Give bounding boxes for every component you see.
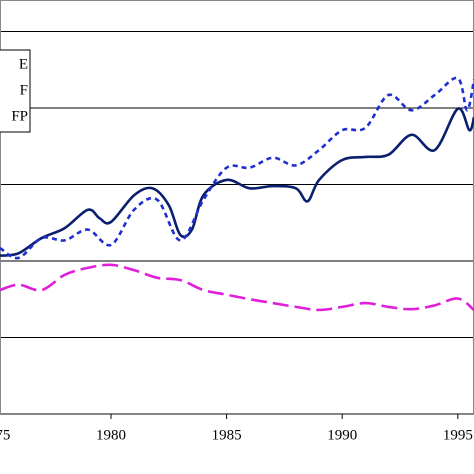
x-tick-label: 1995 — [443, 427, 473, 443]
x-tick-label: 1985 — [212, 427, 242, 443]
x-tick-label: 1975 — [0, 427, 10, 443]
series-line — [0, 263, 474, 312]
x-tick-label: 1980 — [96, 427, 126, 443]
legend: EF FP — [0, 49, 31, 133]
legend-box — [0, 49, 31, 133]
series-line — [0, 107, 474, 257]
legend-label: FP — [11, 108, 28, 124]
legend-label: F — [20, 82, 28, 98]
plot-border — [0, 0, 474, 415]
series-line — [0, 76, 474, 260]
legend-label: E — [19, 56, 28, 72]
x-tick-label: 1990 — [327, 427, 357, 443]
